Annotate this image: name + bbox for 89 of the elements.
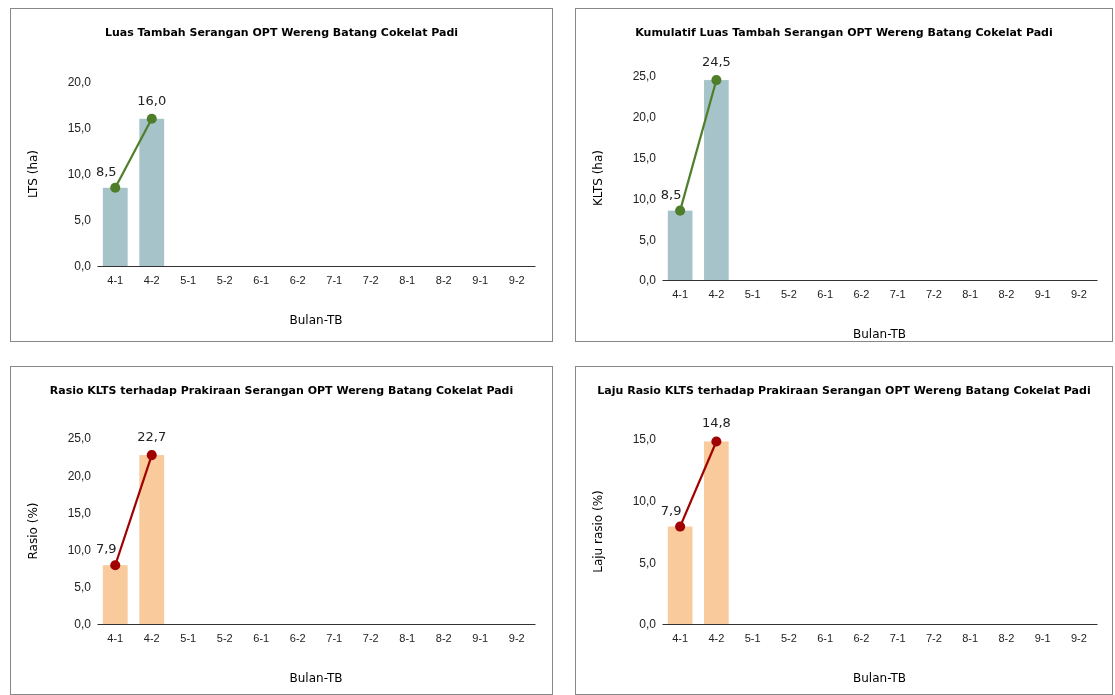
data-label: 24,5 xyxy=(701,54,731,70)
x-tick-label: 5-1 xyxy=(744,287,761,300)
x-tick-label: 8-2 xyxy=(435,631,452,644)
x-tick-label: 6-1 xyxy=(817,287,834,300)
x-tick-label: 4-1 xyxy=(107,273,124,286)
x-tick-label: 4-1 xyxy=(672,631,689,644)
y-tick-label: 5,0 xyxy=(639,555,657,570)
y-tick-label: 15,0 xyxy=(632,432,657,447)
x-tick-label: 4-2 xyxy=(143,273,160,286)
y-tick-label: 5,0 xyxy=(74,213,92,228)
x-tick-label: 9-1 xyxy=(1034,631,1051,644)
x-axis-title: Bulan-TB xyxy=(853,671,906,685)
y-tick-label: 0,0 xyxy=(639,617,657,632)
y-tick-label: 0,0 xyxy=(74,259,92,274)
y-tick-label: 15,0 xyxy=(67,505,92,520)
chart-title: Luas Tambah Serangan OPT Wereng Batang Cokelat Padi xyxy=(104,26,459,39)
data-label: 14,8 xyxy=(701,415,731,431)
x-tick-label: 7-2 xyxy=(925,287,942,300)
x-tick-label: 9-1 xyxy=(472,631,489,644)
y-tick-label: 25,0 xyxy=(632,69,657,84)
y-tick-label: 15,0 xyxy=(632,150,657,165)
x-tick-label: 6-1 xyxy=(817,631,834,644)
x-tick-label: 5-2 xyxy=(216,631,233,644)
x-tick-label: 6-2 xyxy=(289,273,306,286)
x-tick-label: 8-1 xyxy=(399,273,416,286)
data-label: 7,9 xyxy=(95,541,117,557)
x-tick-label: 8-1 xyxy=(962,287,979,300)
y-tick-label: 20,0 xyxy=(632,110,657,125)
x-tick-label: 4-2 xyxy=(143,631,160,644)
x-tick-label: 6-2 xyxy=(853,287,870,300)
y-axis-title: Rasio (%) xyxy=(26,502,40,560)
y-tick-label: 25,0 xyxy=(67,431,92,446)
x-tick-label: 7-2 xyxy=(362,273,379,286)
x-tick-label: 5-1 xyxy=(180,631,197,644)
x-tick-label: 5-1 xyxy=(744,631,761,644)
x-tick-label: 7-1 xyxy=(326,631,343,644)
x-tick-label: 5-2 xyxy=(780,287,797,300)
chart-title: Rasio KLTS terhadap Prakiraan Serangan OPT Wereng Batang Cokelat Padi xyxy=(49,384,514,397)
x-tick-label: 7-2 xyxy=(362,631,379,644)
x-tick-label: 9-2 xyxy=(508,631,525,644)
x-tick-label: 9-1 xyxy=(472,273,489,286)
x-tick-label: 9-1 xyxy=(1034,287,1051,300)
y-tick-label: 10,0 xyxy=(67,167,92,182)
y-tick-label: 10,0 xyxy=(632,494,657,509)
x-tick-label: 9-2 xyxy=(1070,287,1087,300)
x-tick-label: 7-1 xyxy=(889,287,906,300)
y-tick-label: 5,0 xyxy=(639,232,657,247)
x-tick-label: 5-1 xyxy=(180,273,197,286)
y-tick-label: 10,0 xyxy=(632,191,657,206)
data-label: 8,5 xyxy=(95,163,117,179)
x-tick-label: 7-2 xyxy=(925,631,942,644)
x-tick-label: 4-1 xyxy=(107,631,124,644)
x-tick-label: 5-2 xyxy=(780,631,797,644)
x-tick-label: 6-2 xyxy=(853,631,870,644)
x-tick-label: 9-2 xyxy=(1070,631,1087,644)
data-label: 22,7 xyxy=(137,429,167,445)
x-tick-label: 4-1 xyxy=(672,287,689,300)
y-axis-title: KLTS (ha) xyxy=(591,150,605,206)
x-tick-label: 7-1 xyxy=(326,273,343,286)
x-tick-label: 8-1 xyxy=(962,631,979,644)
y-tick-label: 0,0 xyxy=(639,273,657,288)
x-tick-label: 8-2 xyxy=(998,631,1015,644)
x-tick-label: 6-1 xyxy=(253,273,270,286)
y-tick-label: 0,0 xyxy=(74,617,92,632)
data-label: 8,5 xyxy=(660,186,682,202)
x-tick-label: 6-1 xyxy=(253,631,270,644)
data-label: 16,0 xyxy=(137,92,167,108)
y-tick-label: 15,0 xyxy=(67,121,92,136)
x-tick-label: 7-1 xyxy=(889,631,906,644)
y-tick-label: 20,0 xyxy=(67,468,92,483)
x-tick-label: 8-2 xyxy=(998,287,1015,300)
y-axis-title: LTS (ha) xyxy=(26,149,40,199)
x-tick-label: 4-2 xyxy=(708,631,725,644)
x-tick-label: 6-2 xyxy=(289,631,306,644)
data-label: 7,9 xyxy=(660,502,682,518)
x-tick-label: 4-2 xyxy=(708,287,725,300)
x-tick-label: 8-1 xyxy=(399,631,416,644)
x-tick-label: 8-2 xyxy=(435,273,452,286)
x-tick-label: 5-2 xyxy=(216,273,233,286)
x-axis-title: Bulan-TB xyxy=(289,671,343,685)
chart-title: Kumulatif Luas Tambah Serangan OPT Wereng Batang Cokelat Padi xyxy=(635,26,1053,39)
y-tick-label: 5,0 xyxy=(74,580,92,595)
chart-title: Laju Rasio KLTS terhadap Prakiraan Serangan OPT Wereng Batang Cokelat Padi xyxy=(597,384,1091,397)
x-tick-label: 9-2 xyxy=(508,273,525,286)
x-axis-title: Bulan-TB xyxy=(853,327,906,341)
y-tick-label: 20,0 xyxy=(67,75,92,90)
x-axis-title: Bulan-TB xyxy=(289,313,343,327)
y-tick-label: 10,0 xyxy=(67,542,92,557)
y-axis-title: Laju rasio (%) xyxy=(591,490,605,573)
